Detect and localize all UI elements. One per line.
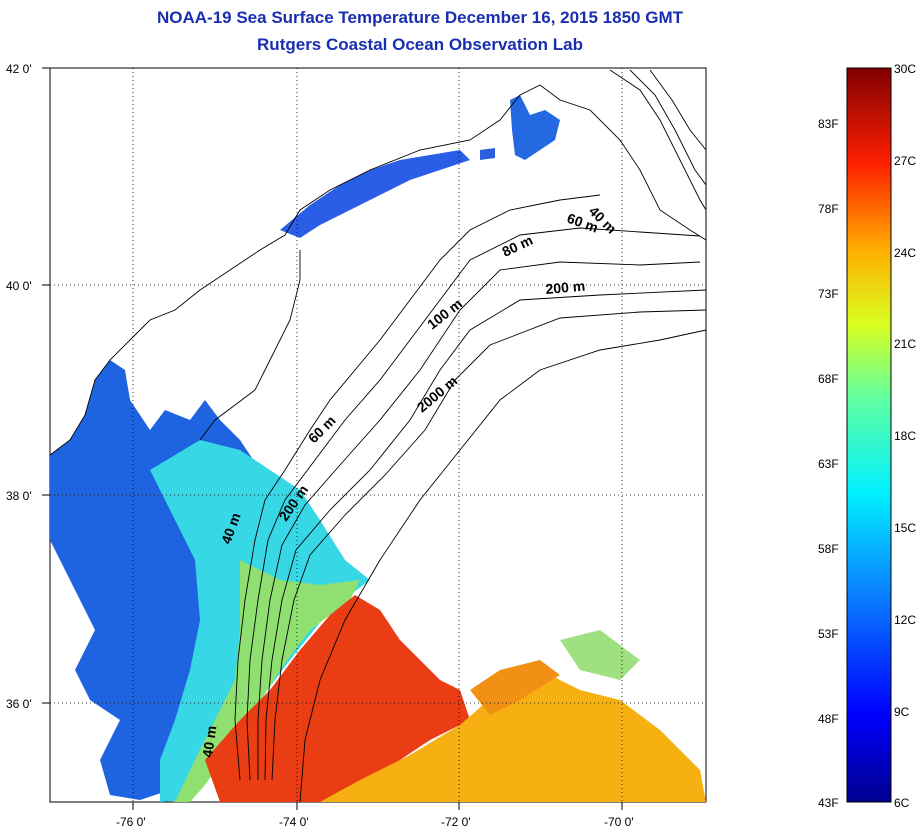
map-title: NOAA-19 Sea Surface Temperature December… — [157, 8, 683, 27]
colorbar-f-label: 78F — [818, 202, 839, 216]
sst-water-layer — [50, 95, 706, 802]
colorbar-f-label: 73F — [818, 287, 839, 301]
contour-label: 200 m — [545, 278, 586, 297]
colorbar-c-labels: 30C 27C 24C 21C 18C 15C 12C 9C 6C — [894, 62, 916, 810]
colorbar-f-labels: 83F 78F 73F 68F 63F 58F 53F 48F 43F — [818, 117, 839, 810]
lon-tick-label: -72 0' — [441, 815, 471, 829]
colorbar-c-label: 15C — [894, 521, 916, 535]
colorbar-f-label: 48F — [818, 712, 839, 726]
colorbar-c-label: 6C — [894, 796, 910, 810]
colorbar-f-label: 63F — [818, 457, 839, 471]
colorbar-c-label: 12C — [894, 613, 916, 627]
colorbar-c-label: 18C — [894, 429, 916, 443]
colorbar-c-label: 21C — [894, 337, 916, 351]
contour-label: 40 m — [199, 725, 219, 759]
colorbar-f-label: 83F — [818, 117, 839, 131]
axis-ticks — [42, 67, 623, 810]
coastline-and-contours — [49, 69, 707, 803]
colorbar-c-label: 30C — [894, 62, 916, 76]
lon-tick-label: -76 0' — [116, 815, 146, 829]
colorbar-f-label: 68F — [818, 372, 839, 386]
lat-tick-label: 40 0' — [6, 279, 32, 293]
colorbar-c-label: 27C — [894, 154, 916, 168]
lat-tick-label: 38 0' — [6, 489, 32, 503]
lat-tick-label: 36 0' — [6, 697, 32, 711]
colorbar-f-label: 53F — [818, 627, 839, 641]
colorbar-f-label: 58F — [818, 542, 839, 556]
map-subtitle: Rutgers Coastal Ocean Observation Lab — [257, 35, 583, 54]
colorbar-c-label: 9C — [894, 705, 910, 719]
colorbar-f-label: 43F — [818, 796, 839, 810]
lon-tick-label: -74 0' — [279, 815, 309, 829]
lat-tick-label: 42 0' — [6, 62, 32, 76]
colorbar-c-label: 24C — [894, 246, 916, 260]
lon-tick-label: -70 0' — [604, 815, 634, 829]
colorbar — [846, 67, 892, 803]
graticule — [50, 68, 706, 802]
